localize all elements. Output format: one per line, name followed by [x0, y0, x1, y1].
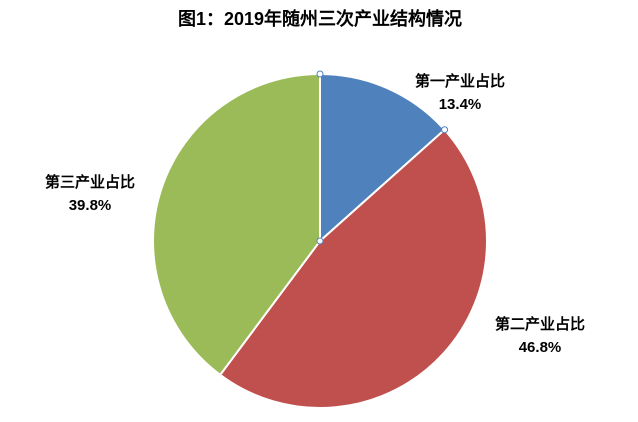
- chart-title: 图1：2019年随州三次产业结构情况: [178, 8, 462, 29]
- pie-slice: [218, 128, 488, 409]
- pie-slice: [152, 72, 321, 377]
- pie-slice: [319, 72, 446, 244]
- selection-handle: [316, 70, 324, 78]
- slice-label: 第三产业占比: [45, 173, 135, 191]
- selection-handle: [441, 126, 449, 134]
- slice-value-label: 46.8%: [519, 339, 562, 356]
- slice-value-label: 39.8%: [69, 197, 112, 214]
- selection-handle: [316, 237, 324, 245]
- slice-label: 第一产业占比: [415, 72, 505, 90]
- slice-value-label: 13.4%: [439, 96, 482, 113]
- slice-label: 第二产业占比: [495, 315, 585, 333]
